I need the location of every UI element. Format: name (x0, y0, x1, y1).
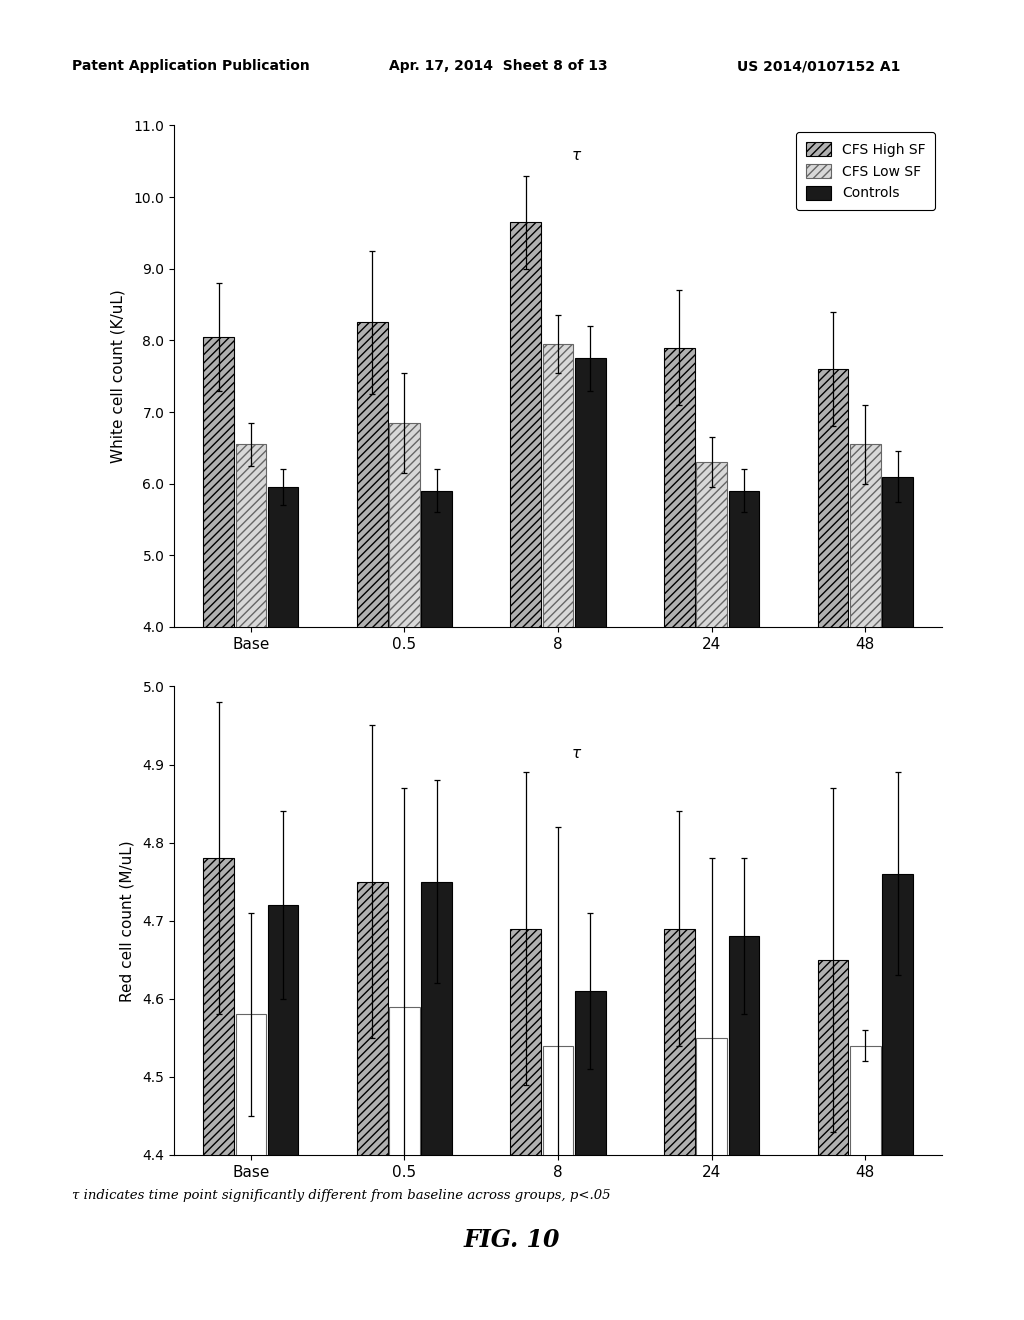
Bar (268, 906, 299, 1155)
Y-axis label: Red cell count (M/uL): Red cell count (M/uL) (119, 840, 134, 1002)
Bar (729, 936, 760, 1155)
Bar (511, 222, 542, 627)
Bar (696, 1038, 727, 1155)
Bar (575, 358, 606, 627)
Bar (422, 882, 453, 1155)
Bar (818, 960, 849, 1155)
Bar (422, 491, 453, 627)
Bar (665, 928, 695, 1155)
Bar (883, 874, 913, 1155)
Bar (575, 991, 606, 1155)
Bar (389, 1007, 420, 1155)
Bar (883, 477, 913, 627)
Bar (665, 347, 695, 627)
Bar (850, 1045, 881, 1155)
Bar (203, 858, 233, 1155)
Text: Apr. 17, 2014  Sheet 8 of 13: Apr. 17, 2014 Sheet 8 of 13 (389, 59, 608, 74)
Bar (729, 491, 760, 627)
Bar (696, 462, 727, 627)
Text: Patent Application Publication: Patent Application Publication (72, 59, 309, 74)
Text: τ: τ (572, 746, 581, 760)
Y-axis label: White cell count (K/uL): White cell count (K/uL) (111, 289, 125, 463)
Bar (357, 322, 388, 627)
Bar (543, 345, 573, 627)
Bar (543, 1045, 573, 1155)
Text: τ: τ (572, 148, 581, 162)
Bar (236, 445, 266, 627)
Bar (357, 882, 388, 1155)
Text: FIG. 10: FIG. 10 (464, 1229, 560, 1253)
Bar (511, 928, 542, 1155)
Bar (236, 1015, 266, 1155)
Bar (818, 370, 849, 627)
Bar (850, 445, 881, 627)
Bar (389, 422, 420, 627)
Text: US 2014/0107152 A1: US 2014/0107152 A1 (737, 59, 901, 74)
Legend: CFS High SF, CFS Low SF, Controls: CFS High SF, CFS Low SF, Controls (796, 132, 935, 210)
Text: τ indicates time point significantly different from baseline across groups, p<.0: τ indicates time point significantly dif… (72, 1188, 610, 1201)
Bar (203, 337, 233, 627)
Bar (268, 487, 299, 627)
